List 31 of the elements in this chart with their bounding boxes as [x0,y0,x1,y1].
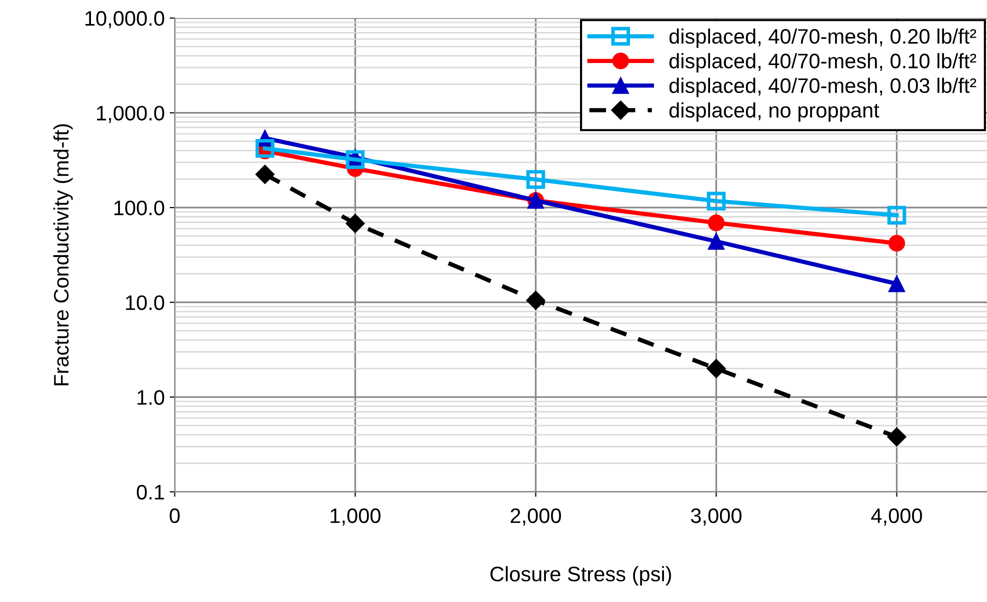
legend-label: displaced, no proppant [669,102,880,122]
point [706,192,726,210]
y-axis-title: Fracture Conductivity (md-ft) [53,124,73,386]
legend-label: displaced, 40/70-mesh, 0.10 lb/ft² [669,53,976,73]
point [255,164,274,184]
point [256,139,274,158]
point [346,150,365,169]
legend-label: displaced, 40/70-mesh, 0.03 lb/ft² [669,78,976,98]
y-tick-label: 10.0 [126,295,164,310]
x-tick-label: 0 [170,508,180,524]
y-tick-label: 1,000.0 [97,106,164,124]
point [708,214,725,232]
point [708,233,725,250]
x-axis-title: Closure Stress (psi) [490,566,672,586]
x-tick-label: 1,000 [330,508,380,526]
y-tick-label: 1.0 [138,390,164,405]
y-tick-label: 10,000.0 [85,11,164,28]
legend-label: displaced, 40/70-mesh, 0.20 lb/ft² [669,28,976,48]
point [888,275,906,292]
point [706,359,726,378]
y-tick-label: 100.0 [114,200,164,216]
x-tick-label: 4,000 [871,508,922,526]
point [526,170,546,189]
point [526,290,546,310]
point [887,206,906,225]
y-tick-label: 0.1 [136,484,164,500]
point [887,427,906,446]
x-tick-label: 2,000 [510,508,561,526]
x-tick-label: 3,000 [690,508,742,526]
point [346,214,365,233]
point [888,234,906,252]
